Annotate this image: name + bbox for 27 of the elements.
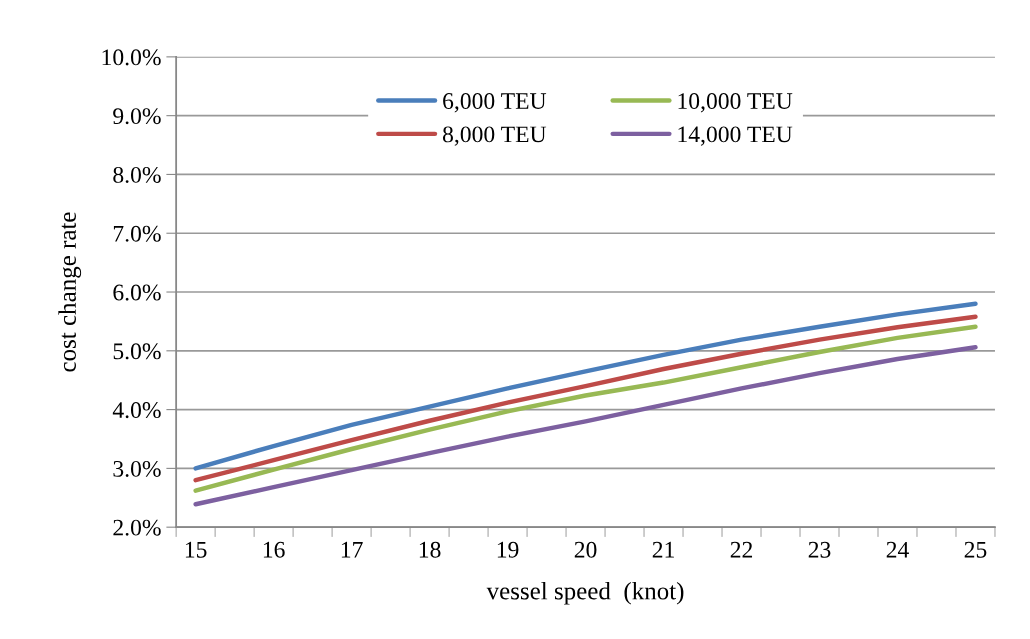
x-tick-label: 19 (497, 541, 519, 558)
x-tick-label: 20 (574, 541, 597, 558)
legend-label: 14,000 TEU (678, 126, 793, 146)
y-tick-label: 5.0% (113, 343, 161, 360)
y-tick-label: 2.0% (113, 519, 161, 536)
x-tick-label: 17 (341, 541, 363, 558)
y-tick-label: 6.0% (113, 284, 161, 301)
legend-label: 10,000 TEU (678, 93, 793, 113)
y-tick-label: 10.0% (102, 49, 161, 66)
x-tick-label: 25 (964, 541, 987, 558)
y-axis-title: cost change rate (58, 212, 82, 372)
y-tick-label: 3.0% (113, 460, 161, 477)
x-axis-title: vessel speed (knot) (486, 581, 684, 605)
x-tick-label: 23 (808, 541, 831, 558)
x-tick-label: 18 (419, 541, 441, 558)
y-tick-label: 9.0% (113, 108, 161, 125)
y-tick-label: 7.0% (113, 225, 161, 242)
x-tick-label: 24 (886, 541, 909, 558)
legend-label: 6,000 TEU (443, 93, 547, 113)
y-tick-label: 4.0% (112, 402, 161, 419)
x-tick-label: 22 (730, 541, 753, 558)
legend-label: 8,000 TEU (442, 126, 547, 146)
y-tick-label: 8.0% (113, 166, 161, 183)
x-tick-label: 21 (652, 541, 674, 558)
line-series (193, 345, 978, 507)
x-tick-label: 15 (185, 541, 207, 558)
x-tick-label: 16 (263, 541, 285, 558)
